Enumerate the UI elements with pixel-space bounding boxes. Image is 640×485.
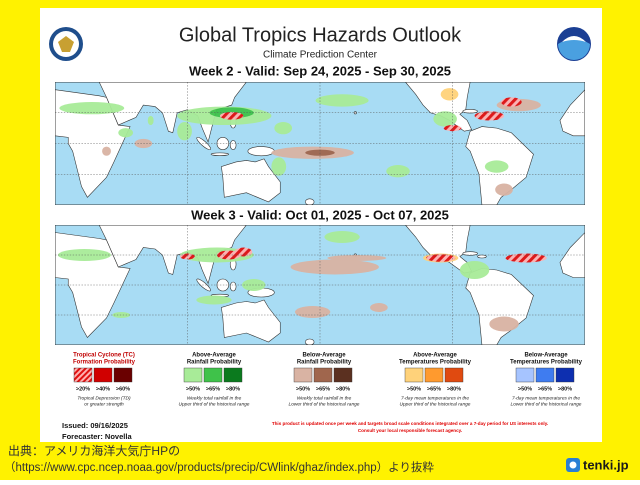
legend-swatch xyxy=(333,367,353,383)
legend-level: >65% xyxy=(206,386,220,392)
legend-swatch xyxy=(313,367,333,383)
legend-level: >65% xyxy=(538,386,552,392)
legend-note: Weekly total rainfall in the xyxy=(187,395,242,401)
legend-level: >50% xyxy=(407,386,421,392)
legend-swatch xyxy=(555,367,575,383)
legend-level: >50% xyxy=(186,386,200,392)
legend-level: >80% xyxy=(226,386,240,392)
map xyxy=(55,82,585,205)
issued: Issued: 09/16/2025 xyxy=(62,421,128,430)
legend-note: Upper third of the historical range xyxy=(179,401,250,407)
legend-swatch xyxy=(203,367,223,383)
legend-swatch xyxy=(93,367,113,383)
legend-title: Below-Average xyxy=(302,353,346,359)
brand: tenki.jp xyxy=(583,457,629,472)
legend-level: >20% xyxy=(76,386,90,392)
legend-level: >50% xyxy=(518,386,532,392)
notice: This product is updated once per week an… xyxy=(272,421,548,426)
legend-swatch xyxy=(515,367,535,383)
legend-swatch xyxy=(444,367,464,383)
legend-level: >60% xyxy=(116,386,130,392)
legend-title: Formation Probability xyxy=(73,360,136,366)
legend-level: >80% xyxy=(447,386,461,392)
legend-title: Temperatures Probability xyxy=(510,360,583,366)
doc-logo xyxy=(49,27,83,61)
title: Global Tropics Hazards Outlook xyxy=(179,24,462,46)
legend-swatch xyxy=(535,367,555,383)
subtitle: Climate Prediction Center xyxy=(263,50,378,61)
legend: Tropical Cyclone (TC)Formation Probabili… xyxy=(73,353,583,408)
source: 出典：アメリカ海洋大気庁HPの xyxy=(8,443,180,458)
legend-title: Below-Average xyxy=(524,353,568,359)
legend-title: Temperatures Probability xyxy=(399,360,472,366)
legend-level: >40% xyxy=(96,386,110,392)
noaa-logo xyxy=(557,27,591,61)
legend-note: Upper third of the historical range xyxy=(400,401,471,407)
map xyxy=(55,225,585,345)
legend-swatch xyxy=(113,367,133,383)
source: （https://www.cpc.ncep.noaa.gov/products/… xyxy=(4,460,434,474)
legend-level: >80% xyxy=(336,386,350,392)
legend-swatch xyxy=(424,367,444,383)
legend-title: Tropical Cyclone (TC) xyxy=(73,353,135,359)
legend-swatch xyxy=(293,367,313,383)
legend-title: Above-Average xyxy=(192,353,236,359)
legend-level: >50% xyxy=(296,386,310,392)
legend-note: or greater strength xyxy=(84,401,124,407)
legend-title: Rainfall Probability xyxy=(297,360,352,366)
map-heading: Week 2 - Valid: Sep 24, 2025 - Sep 30, 2… xyxy=(189,63,451,78)
legend-level: >80% xyxy=(558,386,572,392)
legend-note: Lower third of the historical range xyxy=(289,401,360,407)
legend-title: Above-Average xyxy=(413,353,457,359)
legend-note: 7-day mean temperatures in the xyxy=(401,395,469,401)
forecaster: Forecaster: Novella xyxy=(62,432,132,441)
legend-swatch xyxy=(183,367,203,383)
legend-note: Tropical Depression (TD) xyxy=(77,395,131,401)
legend-note: Lower third of the historical range xyxy=(511,401,582,407)
legend-swatch xyxy=(223,367,243,383)
legend-swatch xyxy=(73,367,93,383)
legend-note: Weekly total rainfall in the xyxy=(297,395,352,401)
legend-level: >65% xyxy=(316,386,330,392)
legend-note: 7-day mean temperatures in the xyxy=(512,395,580,401)
legend-swatch xyxy=(404,367,424,383)
map-heading: Week 3 - Valid: Oct 01, 2025 - Oct 07, 2… xyxy=(191,207,449,222)
legend-title: Rainfall Probability xyxy=(187,360,242,366)
legend-level: >65% xyxy=(427,386,441,392)
brand-logo: tenki.jp xyxy=(566,457,629,472)
notice: Consult your local responsible forecast … xyxy=(358,428,462,433)
